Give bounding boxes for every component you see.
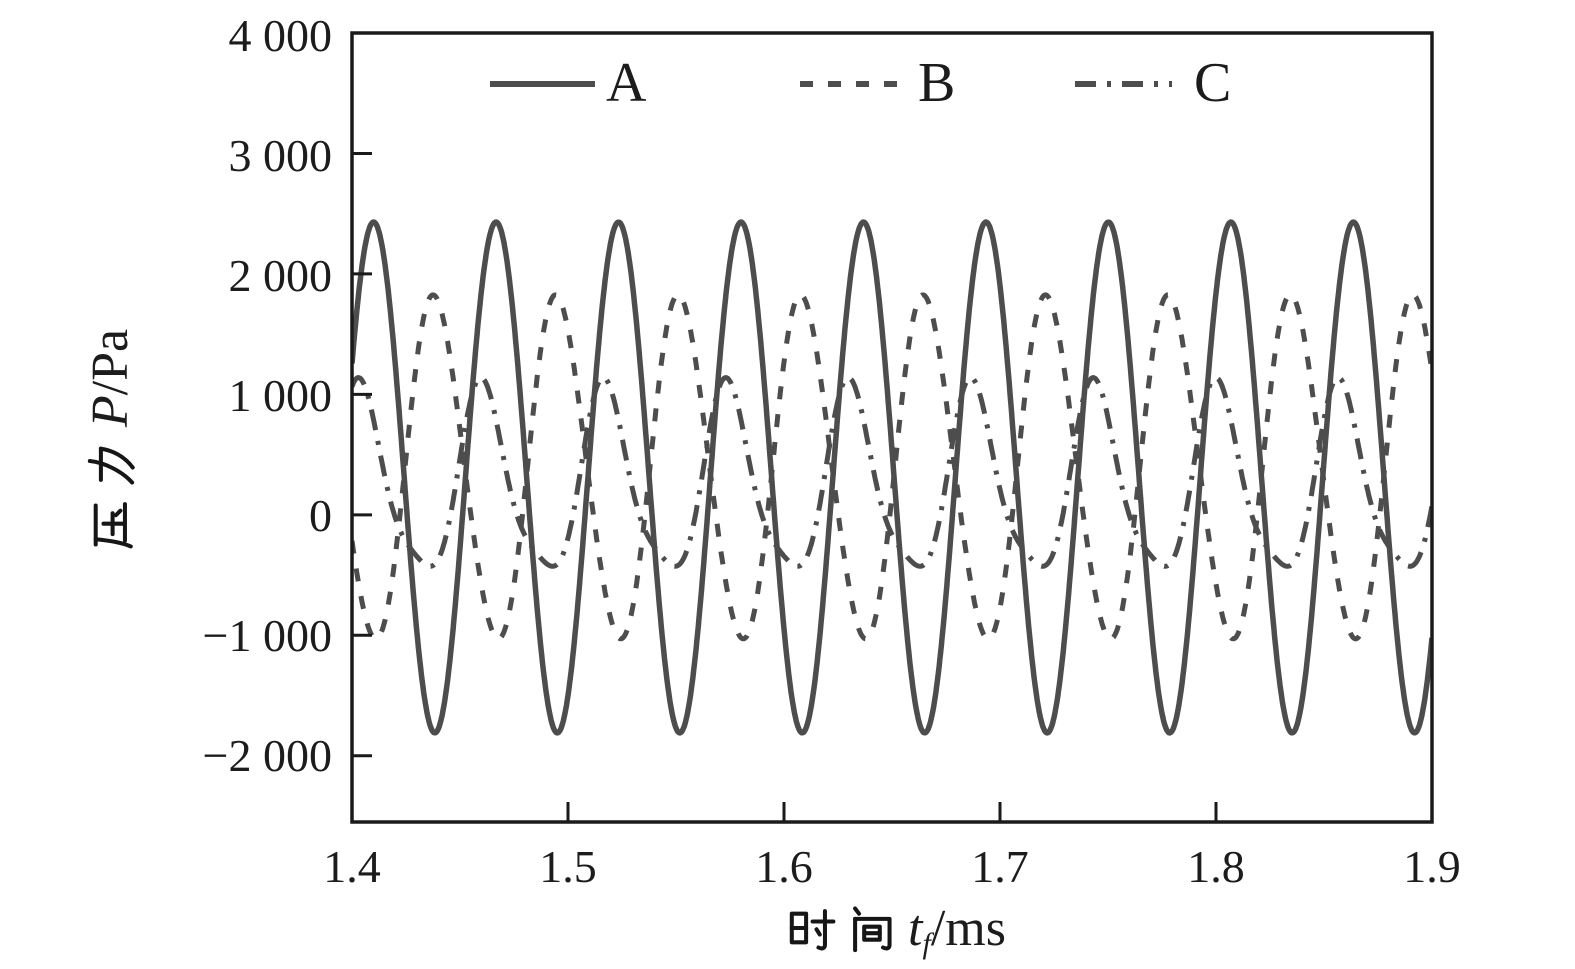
- y-tick-label: 3 000: [228, 130, 333, 181]
- y-tick-label: 2 000: [228, 250, 333, 301]
- x-tick-label: 1.4: [323, 841, 381, 892]
- cjk-jian-glyph: [853, 906, 892, 953]
- legend-label-c: C: [1194, 52, 1232, 114]
- x-axis-label: tf/ms: [700, 896, 1090, 960]
- y-tick-label: 1 000: [228, 370, 333, 421]
- x-tick-label: 1.7: [971, 841, 1029, 892]
- x-tick-label: 1.5: [539, 841, 597, 892]
- legend-label-a: A: [606, 52, 647, 114]
- y-tick-label: 4 000: [228, 10, 333, 61]
- plot-frame: [350, 31, 1434, 824]
- cjk-shi-glyph: [789, 909, 836, 951]
- y-axis-label: P/Pa: [76, 290, 144, 590]
- cjk-ya-glyph: [93, 502, 133, 549]
- y-tick-label: 0: [309, 490, 332, 541]
- series-c-curve: [352, 375, 1432, 569]
- legend-label-b: B: [918, 52, 956, 114]
- x-axis-label-text: tf/ms: [908, 899, 1006, 960]
- cjk-li-glyph: [87, 446, 135, 485]
- y-axis-label-text: P/Pa: [81, 328, 139, 428]
- x-tick-label: 1.9: [1403, 841, 1461, 892]
- series-b-curve: [352, 292, 1432, 642]
- y-tick-label: −2 000: [202, 730, 332, 781]
- x-tick-label: 1.8: [1187, 841, 1245, 892]
- y-tick-label: −1 000: [202, 610, 332, 661]
- x-tick-label: 1.6: [755, 841, 813, 892]
